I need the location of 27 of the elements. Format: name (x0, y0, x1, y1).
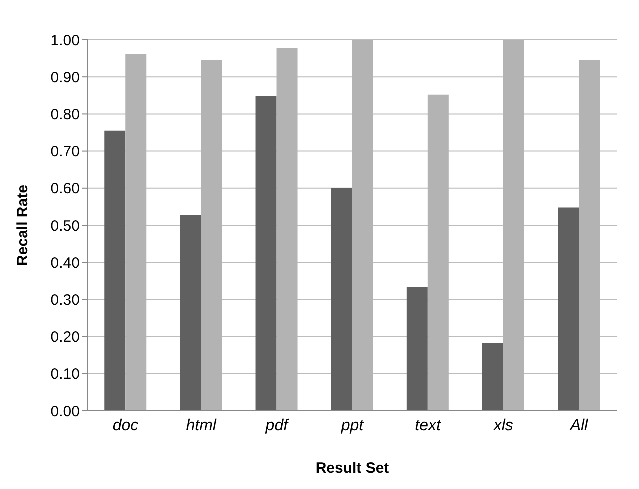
y-tick-label: 0.00 (50, 403, 80, 420)
x-tick-label: All (569, 417, 589, 434)
y-tick-label: 0.30 (50, 292, 80, 310)
y-tick-label: 0.70 (50, 144, 80, 161)
bar (406, 287, 428, 411)
x-tick-label: ppt (340, 417, 364, 434)
x-tick-label: html (186, 417, 217, 434)
x-tick-label: text (415, 417, 442, 434)
y-tick-label: 0.50 (50, 218, 80, 235)
bar (331, 188, 352, 411)
y-tick-label: 0.20 (50, 329, 80, 346)
x-tick-label: pdf (264, 417, 290, 434)
bar (180, 215, 202, 411)
y-tick-label: 0.10 (50, 366, 80, 384)
y-tick-label: 0.80 (50, 106, 80, 124)
bar (482, 343, 504, 411)
x-tick-label: xls (492, 417, 514, 434)
y-tick-label: 0.90 (50, 69, 80, 86)
bar (104, 130, 126, 411)
x-tick-label: doc (112, 417, 139, 434)
x-axis-title: Result Set (316, 460, 390, 477)
bar (558, 208, 580, 411)
y-tick-label: 0.60 (50, 180, 80, 198)
y-axis-title: Recall Rate (14, 185, 32, 266)
y-tick-label: 1.00 (50, 32, 80, 50)
bar (256, 96, 277, 411)
y-tick-label: 0.40 (50, 254, 80, 272)
